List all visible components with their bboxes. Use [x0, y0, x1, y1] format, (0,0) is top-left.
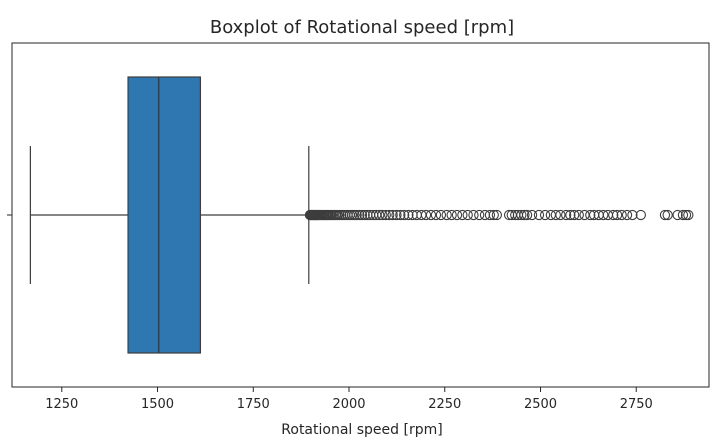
outlier-point — [384, 209, 395, 221]
x-tick-label: 2500 — [524, 397, 557, 412]
outlier-point — [399, 209, 410, 221]
outlier-point — [451, 209, 463, 221]
outlier-point — [462, 209, 473, 221]
outlier-point — [351, 209, 362, 221]
outlier-point — [377, 209, 388, 221]
outlier-point — [555, 209, 566, 221]
outlier-point — [354, 209, 365, 221]
outlier-point — [565, 209, 576, 221]
outlier-point — [621, 209, 633, 221]
outlier-point — [550, 209, 561, 221]
outlier-point — [635, 209, 646, 221]
outlier-point — [474, 209, 485, 221]
x-tick-label: 2750 — [620, 397, 653, 412]
outlier-point — [683, 209, 694, 221]
outlier-point — [519, 209, 530, 221]
outlier-point — [484, 209, 496, 221]
outlier-point — [598, 209, 609, 221]
outlier-point — [616, 209, 627, 221]
outlier-point — [672, 209, 683, 221]
x-tick-label: 1500 — [141, 397, 174, 412]
outlier-point — [441, 209, 452, 221]
x-tick-label: 1250 — [45, 397, 78, 412]
outlier-point — [374, 209, 385, 221]
iqr-box — [127, 76, 202, 354]
outlier-point — [573, 209, 584, 221]
outlier-point — [457, 209, 468, 221]
outlier-point — [435, 209, 447, 221]
x-tick-label: 1750 — [237, 397, 270, 412]
outlier-point — [662, 209, 673, 221]
outlier-point — [356, 209, 368, 221]
outlier-point — [395, 209, 406, 221]
outlier-point — [430, 209, 442, 221]
outlier-point — [391, 209, 402, 221]
outlier-point — [569, 209, 580, 221]
outlier-point — [585, 209, 596, 221]
outlier-point — [526, 209, 538, 221]
outlier-point — [380, 209, 391, 221]
outlier-point — [387, 209, 398, 221]
chart-title: Boxplot of Rotational speed [rpm] — [210, 17, 514, 38]
outlier-point — [521, 209, 533, 221]
outlier-point — [359, 209, 370, 221]
outlier-point — [539, 209, 551, 221]
outlier-point — [659, 209, 671, 221]
outlier-point — [608, 209, 619, 221]
x-axis-ticks: 1250 1500 1750 2000 2250 2500 2750 — [45, 387, 653, 412]
outlier-point — [425, 209, 437, 221]
outlier-points — [304, 209, 694, 221]
outlier-point — [627, 209, 638, 221]
x-axis-label: Rotational speed [rpm] — [281, 422, 442, 438]
x-tick-label: 2250 — [428, 397, 461, 412]
outlier-point — [468, 209, 479, 221]
outlier-point — [403, 209, 414, 221]
outlier-point — [611, 209, 623, 221]
outlier-point — [561, 209, 572, 221]
chart-marks — [29, 76, 694, 354]
outlier-point — [488, 209, 499, 221]
outlier-point — [516, 209, 527, 221]
outlier-point — [420, 209, 432, 221]
outlier-point — [677, 209, 689, 221]
outlier-point — [533, 209, 545, 221]
x-tick-label: 2000 — [332, 397, 365, 412]
outlier-point — [446, 209, 457, 221]
outlier-point — [491, 209, 502, 221]
